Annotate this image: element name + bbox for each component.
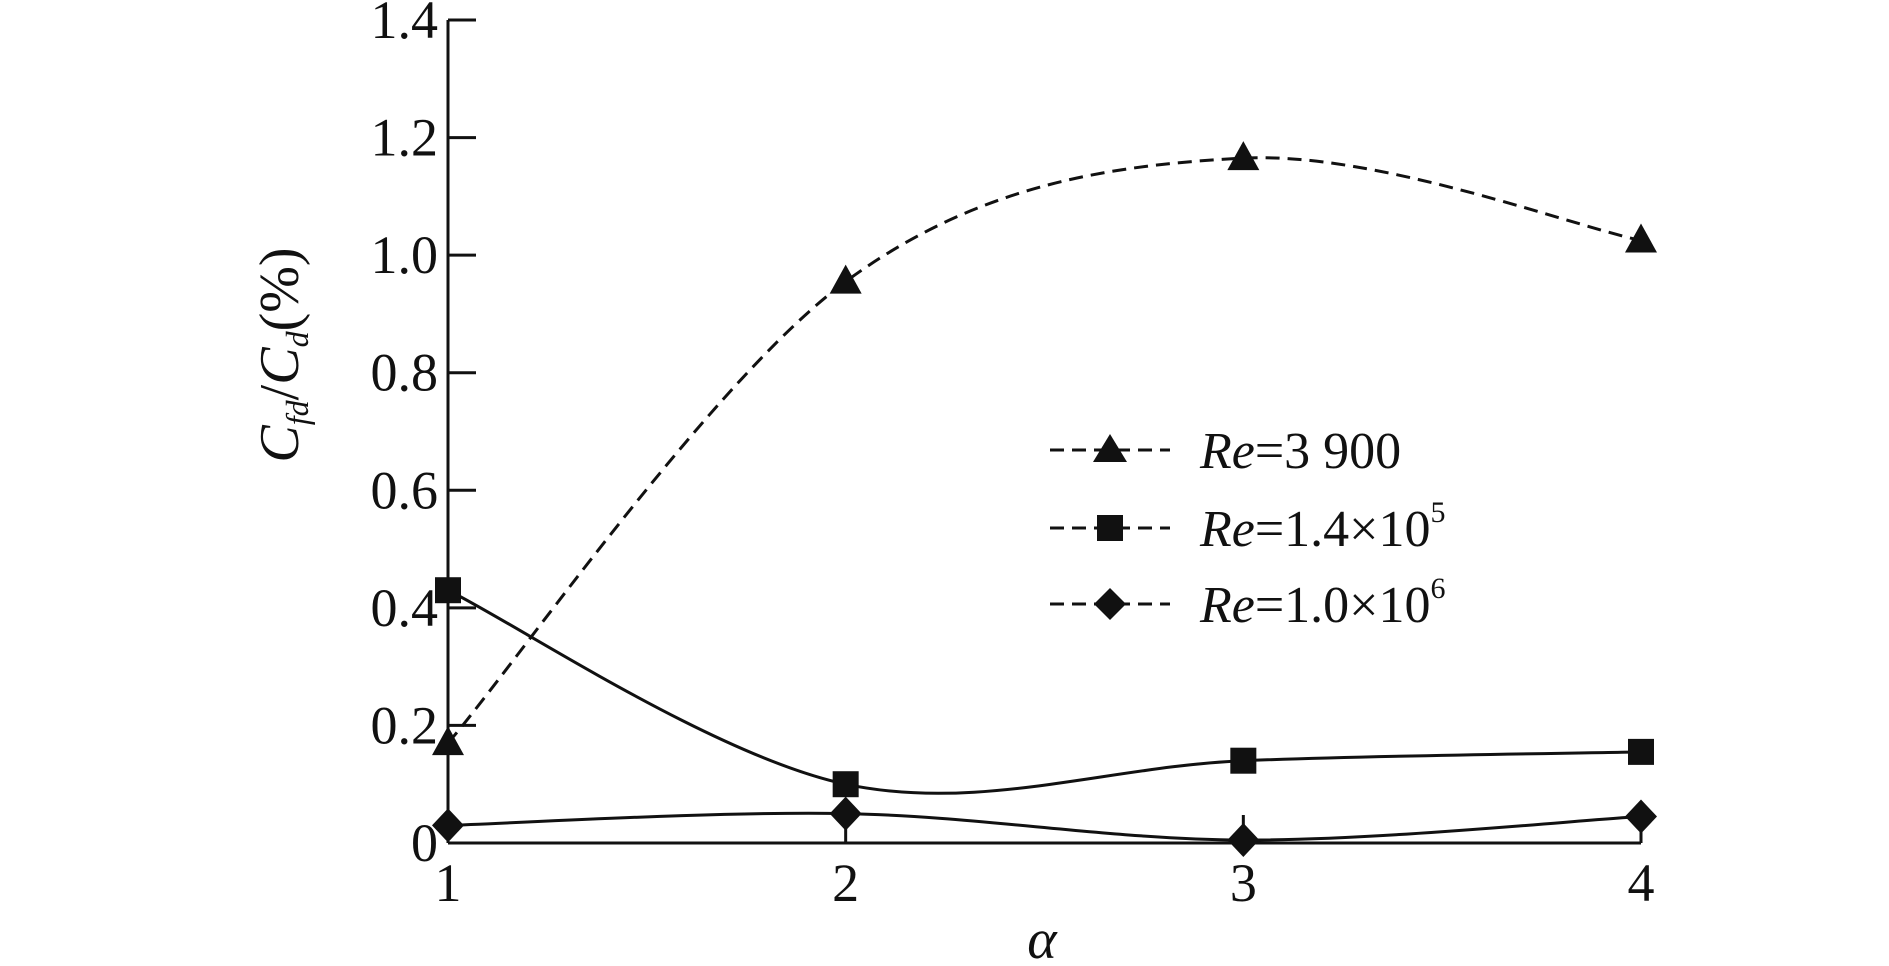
x-tick-label: 1: [435, 853, 462, 913]
legend-label-re-1-0e6: Re=1.0×106: [1199, 572, 1446, 634]
data-point-triangle: [1625, 223, 1657, 253]
legend-square-marker: [1097, 515, 1123, 541]
y-tick-label: 0.6: [371, 460, 439, 520]
data-point-diamond: [432, 808, 464, 843]
legend-label-re-3900: Re=3 900: [1199, 423, 1401, 480]
series-lines: [446, 156, 1642, 842]
y-tick-label: 0.8: [371, 343, 439, 403]
data-point-diamond: [1227, 823, 1260, 858]
legend: Re=3 900 Re=1.4×105 Re=1.0×106: [1050, 423, 1446, 634]
y-tick-label: 1.4: [371, 0, 439, 50]
data-point-triangle: [1227, 141, 1260, 171]
x-tick-label: 2: [832, 853, 859, 913]
data-point-square: [1230, 747, 1257, 774]
y-tick-label: 0: [411, 813, 438, 873]
data-point-diamond: [1625, 799, 1657, 834]
legend-label-re-1-4e5: Re=1.4×105: [1199, 496, 1446, 558]
axes: 0 0.2 0.4 0.6 0.8 1.0 1.2 1.4 1 2 3 4: [371, 0, 1655, 913]
y-tick-label: 0.4: [371, 578, 439, 638]
x-tick-label: 4: [1628, 853, 1655, 913]
y-axis-title: Cfd/Cd(%): [249, 247, 315, 462]
legend-entry-re-1-4e5: Re=1.4×105: [1050, 496, 1446, 558]
data-point-square: [1628, 738, 1654, 765]
data-point-square: [832, 771, 859, 798]
data-point-square: [435, 577, 461, 604]
y-tick-label: 0.2: [371, 695, 439, 755]
y-tick-label: 1.0: [371, 225, 439, 285]
legend-entry-re-3900: Re=3 900: [1050, 423, 1401, 480]
x-axis-title: α: [1027, 909, 1058, 966]
legend-triangle-marker: [1093, 434, 1127, 462]
y-tick-label: 1.2: [371, 108, 439, 168]
series-line-3: [447, 811, 1642, 842]
x-tick-label: 3: [1230, 853, 1257, 913]
legend-diamond-marker: [1094, 588, 1126, 620]
data-point-triangle: [432, 726, 464, 756]
legend-entry-re-1-0e6: Re=1.0×106: [1050, 572, 1446, 634]
data-point-triangle: [829, 264, 862, 294]
data-point-diamond: [829, 796, 862, 831]
series-line-2: [447, 588, 1642, 795]
series-line-1: [446, 156, 1642, 745]
series-markers: [432, 141, 1657, 858]
